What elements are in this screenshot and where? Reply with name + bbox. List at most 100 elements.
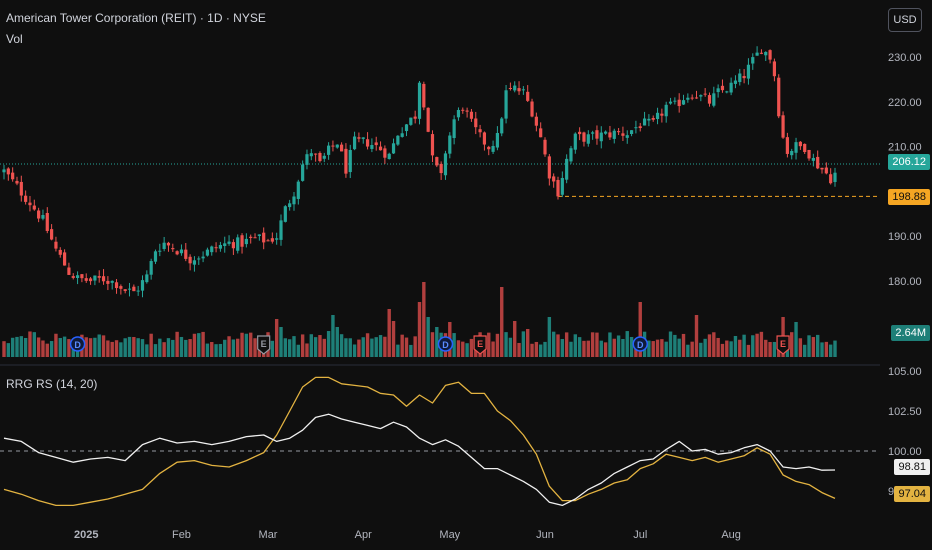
volume-bar	[768, 342, 772, 357]
volume-bar	[833, 340, 837, 357]
volume-bar	[114, 340, 119, 357]
candle-body	[41, 215, 45, 219]
candle-body	[772, 61, 777, 77]
candle-body	[777, 77, 781, 117]
volume-bar	[339, 334, 344, 357]
volume-bar	[811, 337, 816, 357]
candle-body	[318, 152, 322, 162]
candle-body	[738, 73, 742, 83]
candle-body	[175, 251, 179, 255]
volume-bar	[651, 341, 655, 357]
candle-body	[279, 220, 283, 240]
candle-body	[166, 242, 171, 246]
time-axis-label: Mar	[259, 529, 278, 541]
time-axis-label: Apr	[355, 529, 372, 541]
volume-bar	[699, 342, 703, 357]
volume-bar	[32, 332, 36, 357]
symbol-title[interactable]: American Tower Corporation (REIT) · 1D ·…	[6, 11, 266, 25]
candle-body	[309, 153, 313, 157]
volume-bar	[517, 342, 521, 357]
rs-line[interactable]	[3, 413, 836, 507]
candle-body	[764, 51, 768, 56]
candle-body	[785, 137, 789, 154]
candle-body	[140, 280, 145, 291]
volume-bar	[36, 337, 41, 357]
volume-bar	[491, 341, 495, 357]
volume-bar	[677, 338, 681, 357]
candle-body	[75, 275, 80, 279]
candle-body	[539, 128, 543, 138]
candle-body	[322, 155, 326, 159]
volume-bar	[387, 309, 391, 357]
candle-body	[712, 93, 716, 106]
dividend-icon[interactable]	[632, 336, 648, 352]
earnings-marker-label: E	[780, 339, 786, 349]
candle-body	[422, 83, 426, 108]
volume-bar	[192, 333, 197, 357]
candle-body	[374, 142, 378, 146]
candle-body	[803, 143, 807, 153]
volume-bar	[759, 331, 764, 357]
candle-body	[391, 143, 396, 154]
volume-bar	[127, 336, 132, 357]
volume-label[interactable]: Vol	[6, 32, 23, 46]
volume-bar	[551, 331, 556, 357]
candle-body	[158, 250, 162, 252]
candle-body	[608, 132, 612, 138]
dividend-marker-label: D	[637, 340, 644, 350]
volume-bar	[404, 337, 409, 357]
volume-bar	[274, 319, 279, 357]
candle-body	[504, 90, 508, 119]
candle-body	[253, 237, 257, 239]
indicator-label[interactable]: RRG RS (14, 20)	[6, 377, 98, 391]
volume-bar	[123, 338, 127, 357]
candle-body	[759, 52, 764, 54]
volume-bar	[590, 332, 595, 357]
volume-bar	[396, 344, 400, 357]
volume-bar	[28, 331, 32, 357]
volume-bar	[547, 317, 552, 357]
volume-bar	[828, 344, 833, 357]
candle-body	[283, 206, 287, 222]
volume-bar	[287, 339, 292, 357]
candle-body	[162, 242, 166, 249]
candle-body	[660, 113, 664, 116]
volume-bar	[171, 339, 175, 357]
candle-body	[443, 153, 448, 176]
candle-body	[184, 249, 188, 259]
earnings-icon[interactable]	[473, 335, 487, 355]
candle-body	[201, 256, 205, 259]
volume-bar	[456, 340, 461, 357]
candle-body	[807, 149, 811, 159]
currency-button[interactable]: USD	[888, 8, 922, 32]
candle-body	[552, 176, 556, 182]
candle-body	[19, 181, 23, 196]
candle-body	[591, 132, 595, 134]
momentum-line[interactable]	[3, 376, 836, 507]
candle-body	[690, 97, 694, 99]
candle-body	[616, 131, 621, 133]
volume-bar	[357, 339, 361, 357]
candle-body	[508, 87, 512, 89]
candle-body	[114, 282, 119, 289]
volume-bar	[49, 341, 54, 357]
indicator-tick-label: 105.00	[888, 366, 922, 378]
candle-body	[231, 242, 235, 249]
candle-body	[409, 117, 413, 125]
volume-bar	[686, 344, 690, 357]
candle-body	[655, 112, 660, 120]
earnings-icon[interactable]	[257, 335, 271, 355]
earnings-marker-label: E	[477, 339, 483, 349]
volume-bar	[707, 334, 712, 357]
candle-body	[824, 167, 828, 174]
dividend-icon[interactable]	[437, 336, 454, 352]
candle-body	[101, 276, 106, 282]
candle-body	[84, 278, 88, 281]
candle-body	[344, 148, 348, 174]
dividend-icon[interactable]	[69, 336, 86, 352]
volume-bar	[188, 339, 192, 357]
candle-body	[15, 180, 19, 184]
earnings-icon[interactable]	[776, 335, 790, 355]
candle-body	[179, 249, 184, 254]
